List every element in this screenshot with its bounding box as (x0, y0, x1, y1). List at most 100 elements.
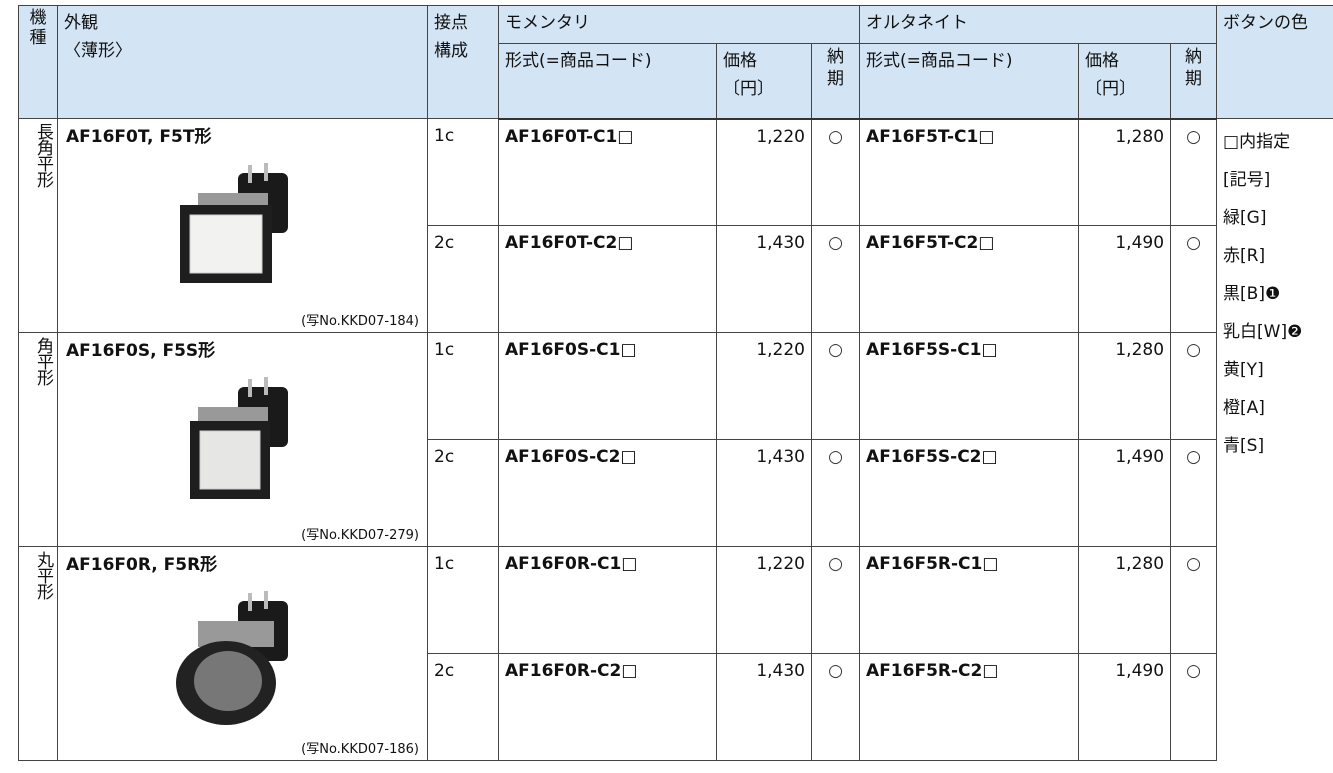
table-row: 2c AF16F0R-C2□ 1,430 ○ AF16F5R-C2□ 1,490 ○ (19, 653, 1333, 761)
header-model-type: 機種 (18, 5, 58, 119)
table-row: 角平形 AF16F0S, F5S形 (写No.KKD07-279) 1c AF16F0S… (18, 332, 1333, 547)
pin (248, 379, 252, 397)
header-text: 〔円〕 (723, 79, 774, 99)
header-price: 価格 〔円〕 (716, 43, 812, 120)
alternate-delivery: ○ (1170, 546, 1218, 654)
model-type: 角平形 (33, 337, 53, 385)
header-text: 価格 (1085, 51, 1120, 71)
alternate-price: 1,280 (1078, 546, 1172, 654)
color-option: 青[S] (1223, 436, 1265, 456)
header-text: 納期 (827, 47, 845, 89)
color-option: 橙[A] (1223, 398, 1265, 418)
alternate-code: AF16F5S-C1□ (859, 332, 1080, 440)
momentary-delivery: ○ (810, 332, 861, 440)
appearance-cell: AF16F0T, F5T形 (写No.KKD07-184) (57, 118, 428, 333)
momentary-price: 1,430 (716, 653, 812, 761)
momentary-code: AF16F0T-C1□ (498, 118, 717, 226)
color-option: 黄[Y] (1223, 360, 1264, 380)
contact-cell: 2c (427, 653, 499, 761)
pin (264, 163, 268, 181)
alternate-price: 1,280 (1078, 118, 1172, 226)
contact-cell: 2c (427, 439, 499, 547)
alternate-code: AF16F5S-C2□ (859, 439, 1080, 547)
photo-caption: (写No.KKD07-184) (301, 314, 419, 329)
alternate-code: AF16F5R-C1□ (859, 546, 1080, 654)
alternate-code: AF16F5T-C2□ (859, 225, 1080, 333)
pin (264, 591, 268, 609)
model-type-cell: 長角平形 (18, 118, 58, 333)
header-contact: 接点 構成 (427, 5, 499, 119)
momentary-delivery: ○ (810, 439, 861, 547)
header-text: 〔円〕 (1085, 79, 1137, 99)
header-text: 機種 (29, 8, 47, 48)
pin (248, 165, 252, 183)
model-title: AF16F0R, F5R形 (66, 555, 218, 575)
header-color: ボタンの色 (1216, 5, 1333, 119)
momentary-code: AF16F0R-C2□ (498, 653, 717, 761)
product-photo (180, 163, 288, 283)
header-text: 納期 (1185, 47, 1203, 89)
table-row: 丸平形 AF16F0R, F5R形 (写No.KKD07-186) 1c AF16F0R… (18, 546, 1333, 761)
pin (248, 593, 252, 611)
product-photo (176, 591, 288, 725)
header-delivery: 納期 (810, 43, 861, 120)
appearance-cell: AF16F0S, F5S形 (写No.KKD07-279) (57, 332, 428, 547)
header-text: 外観 (64, 13, 98, 33)
alternate-delivery: ○ (1170, 439, 1218, 547)
alternate-delivery: ○ (1170, 332, 1218, 440)
momentary-delivery: ○ (810, 653, 861, 761)
header-text: 構成 (434, 41, 468, 61)
header-row: 機種 外観 〈薄形〉 接点 構成 モメンタリ オルタネイト ボタンの色 (18, 5, 1333, 119)
alternate-delivery: ○ (1170, 225, 1218, 333)
header-delivery: 納期 (1170, 43, 1218, 120)
alternate-price: 1,490 (1078, 225, 1172, 333)
header-appearance: 外観 〈薄形〉 (57, 5, 428, 119)
header-text: 接点 (434, 13, 468, 33)
color-option: 緑[G] (1223, 208, 1267, 228)
alternate-price: 1,490 (1078, 653, 1172, 761)
table-row: 2c AF16F0S-C2□ 1,430 ○ AF16F5S-C2□ 1,490 ○ (19, 439, 1333, 547)
momentary-price: 1,430 (716, 225, 812, 333)
color-option: 黒[B]❶ (1223, 284, 1281, 304)
photo-caption: (写No.KKD07-186) (301, 742, 419, 757)
alternate-code: AF16F5R-C2□ (859, 653, 1080, 761)
header-code: 形式(=商品コード) (498, 43, 717, 120)
color-option: 赤[R] (1223, 246, 1266, 266)
momentary-price: 1,220 (716, 118, 812, 226)
table-row: 長角平形 AF16F0T, F5T形 (写No.KKD07-184) 1c AF16F0… (18, 118, 1333, 761)
header-row: 形式(=商品コード) 価格〔円〕 納期 形式(=商品コード) 価格〔円〕 納期 (19, 43, 1333, 120)
appearance-cell: AF16F0R, F5R形 (写No.KKD07-186) (57, 546, 428, 761)
header-text: 価格 (723, 51, 757, 71)
model-type: 丸平形 (33, 551, 53, 599)
alternate-price: 1,490 (1078, 439, 1172, 547)
product-table: 機種 外観 〈薄形〉 接点 構成 モメンタリ オルタネイト ボタンの色 形式(=商品… (18, 5, 1333, 761)
lens (189, 214, 263, 274)
momentary-delivery: ○ (810, 546, 861, 654)
header-code: 形式(=商品コード) (859, 43, 1080, 120)
momentary-price: 1,220 (716, 332, 812, 440)
model-type: 長角平形 (33, 123, 53, 187)
color-option: [記号] (1223, 170, 1271, 190)
alternate-price: 1,280 (1078, 332, 1172, 440)
product-photo (190, 377, 288, 499)
header-momentary: モメンタリ (497, 5, 861, 44)
lens (194, 651, 262, 711)
momentary-price: 1,220 (716, 546, 812, 654)
color-option: □内指定 (1223, 132, 1291, 152)
alternate-code: AF16F5T-C1□ (859, 118, 1080, 226)
color-cell: □内指定 [記号] 緑[G] 赤[R] 黒[B]❶ 乳白[W]❷ 黄[Y] 橙[A] 青[S] (1216, 118, 1333, 761)
table-header: 機種 外観 〈薄形〉 接点 構成 モメンタリ オルタネイト ボタンの色 形式(=商品… (18, 5, 1333, 120)
contact-cell: 2c (427, 225, 499, 333)
momentary-delivery: ○ (810, 225, 861, 333)
alternate-delivery: ○ (1170, 653, 1218, 761)
model-title: AF16F0T, F5T形 (66, 127, 212, 147)
model-title: AF16F0S, F5S形 (66, 341, 216, 361)
color-option: 乳白[W]❷ (1223, 322, 1303, 342)
contact-cell: 1c (427, 546, 499, 654)
header-price: 価格 〔円〕 (1078, 43, 1172, 120)
momentary-delivery: ○ (810, 118, 861, 226)
pin (264, 377, 268, 395)
momentary-code: AF16F0R-C1□ (498, 546, 717, 654)
header-text: 〈薄形〉 (64, 41, 132, 61)
